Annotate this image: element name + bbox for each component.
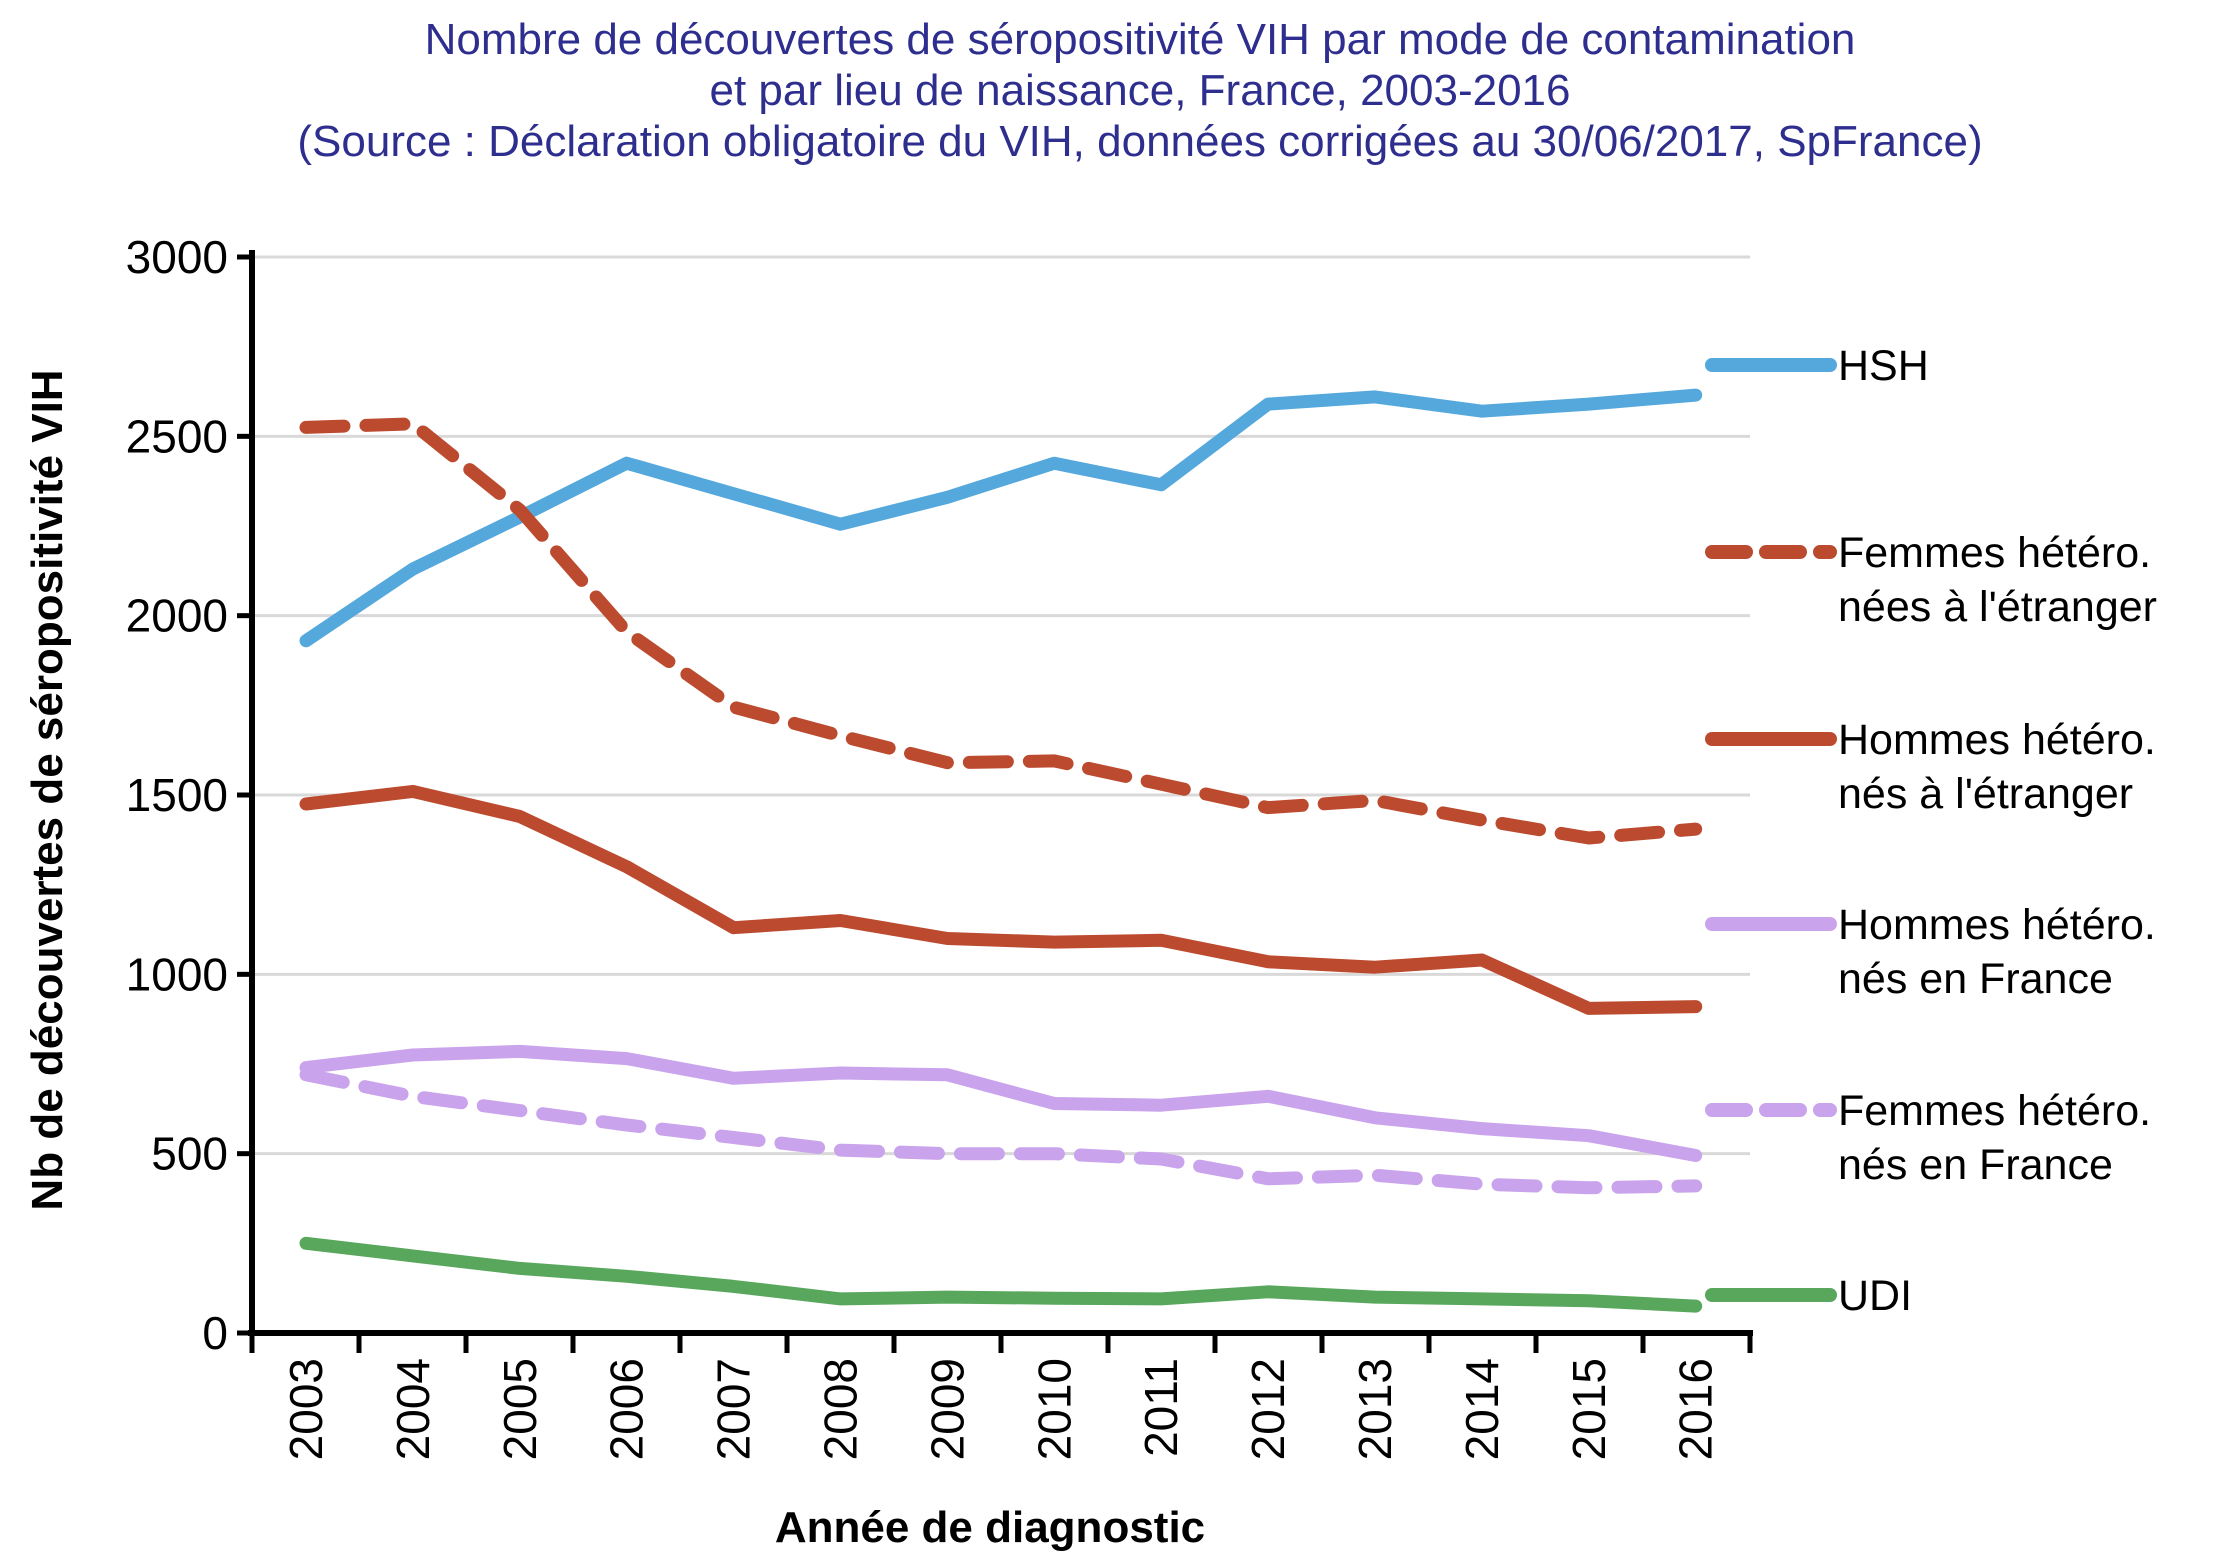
x-tick-label-2013: 2013 [1349,1358,1401,1460]
legend-label-hommes-h-t-ro-n-s-l-tranger-line1: Hommes hétéro. [1838,716,2156,764]
legend: HSH Femmes hétéro. nées à l'étranger Hommes… [1705,342,2157,1320]
x-tick-label-2016: 2016 [1670,1358,1722,1460]
axes [237,250,1753,1353]
chart-title-line1: Nombre de découvertes de séropositivité … [424,15,1856,64]
x-tick-label-2011: 2011 [1135,1358,1187,1457]
axis-labels: 0 500 1000 1500 2000 2500 3000 2003 2004 2005 2006… [23,231,1722,1552]
legend-label-femmes-h-t-ro-n-s-en-france-line1: Femmes hétéro. [1838,1087,2151,1135]
x-axis-title: Année de diagnostic [775,1503,1205,1552]
data-series [299,388,1703,1313]
chart-title: Nombre de découvertes de séropositivité … [60,14,2220,167]
x-tick-label-2009: 2009 [921,1358,973,1460]
series-line-hommes-h-t-ro-n-s-en-france [299,1044,1703,1162]
gridlines [252,255,1750,1156]
x-tick-label-2012: 2012 [1242,1358,1294,1460]
x-tick-label-2007: 2007 [708,1358,760,1460]
x-tick-label-2005: 2005 [494,1358,546,1460]
series-line-udi [299,1236,1703,1313]
y-tick-label-2000: 2000 [126,590,228,642]
chart-title-line3: (Source : Déclaration obligatoire du VIH… [297,117,1983,166]
y-tick-label-2500: 2500 [126,410,228,462]
series-line-femmes-h-t-ro-n-es-l-tranger [299,417,1703,845]
series-line-femmes-h-t-ro-n-s-en-france [299,1068,1703,1195]
legend-label-femmes-h-t-ro-n-es-l-tranger-line1: Femmes hétéro. [1838,529,2151,577]
y-tick-label-1000: 1000 [126,948,228,1000]
y-tick-label-500: 500 [151,1128,228,1180]
x-tick-label-2010: 2010 [1028,1358,1080,1460]
x-tick-label-2003: 2003 [280,1358,332,1460]
x-tick-label-2015: 2015 [1563,1358,1615,1460]
chart-title-line2: et par lieu de naissance, France, 2003-2… [709,66,1571,115]
series-line-hommes-h-t-ro-n-s-l-tranger [299,784,1703,1015]
legend-label-hommes-h-t-ro-n-s-l-tranger-line2: nés à l'étranger [1838,770,2133,818]
legend-label-femmes-h-t-ro-n-es-l-tranger-line2: nées à l'étranger [1838,583,2157,631]
legend-label-hommes-h-t-ro-n-s-en-france-line2: nés en France [1838,955,2113,1003]
x-tick-label-2004: 2004 [387,1358,439,1460]
y-tick-label-1500: 1500 [126,769,228,821]
y-axis-title: Nb de découvertes de séropositivité VIH [23,369,72,1210]
legend-label-hommes-h-t-ro-n-s-en-france-line1: Hommes hétéro. [1838,901,2156,949]
y-tick-label-3000: 3000 [126,231,228,283]
legend-label-hsh-line1: HSH [1838,342,1929,390]
x-tick-label-2006: 2006 [601,1358,653,1460]
legend-label-udi-line1: UDI [1838,1272,1912,1320]
x-tick-label-2008: 2008 [815,1358,867,1460]
legend-label-femmes-h-t-ro-n-s-en-france-line2: nés en France [1838,1141,2113,1189]
x-tick-label-2014: 2014 [1456,1358,1508,1460]
y-tick-label-0: 0 [202,1307,228,1359]
series-line-hsh [299,388,1703,648]
